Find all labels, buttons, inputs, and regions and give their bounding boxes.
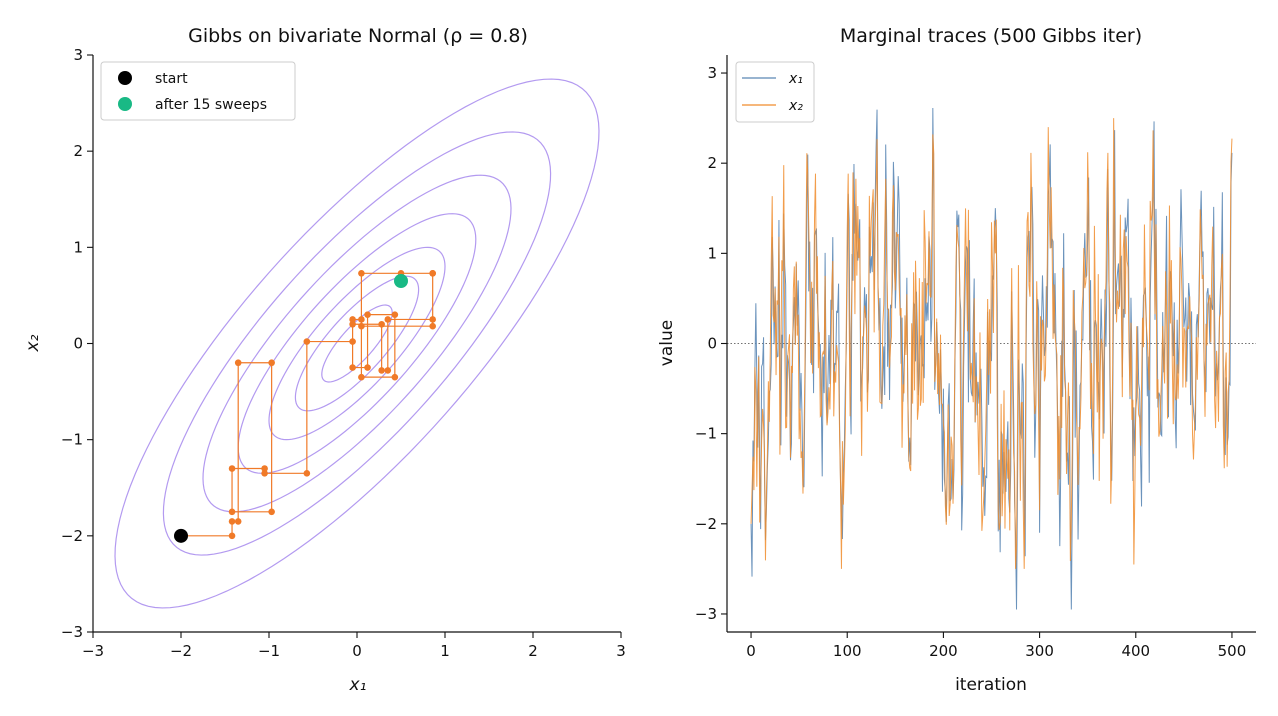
right-y-tick-label: −1	[695, 425, 717, 443]
trace-line-x1	[750, 107, 1233, 610]
left-y-tick-label: 1	[73, 238, 83, 256]
end-marker	[394, 273, 408, 288]
trace-lines	[727, 107, 1256, 610]
right-legend-box	[735, 61, 815, 123]
left-chart-title: Gibbs on bivariate Normal (ρ = 0.8)	[188, 25, 528, 47]
gibbs-sample-point	[378, 367, 385, 374]
left-y-tick-label: −1	[61, 431, 83, 449]
left-legend-box	[100, 61, 296, 121]
left-y-tick-label: −2	[61, 527, 83, 545]
right-x-tick-label: 400	[1121, 642, 1150, 660]
right-axes: 0 100 200 300 400 500 −3 −2 −1 0 1 2 3	[695, 55, 1256, 660]
right-x-tick-label: 200	[929, 642, 958, 660]
gibbs-sample-point	[228, 532, 236, 540]
gibbs-sample-point	[234, 359, 242, 367]
gibbs-sample-point	[349, 338, 356, 345]
right-y-axis-label: value	[657, 320, 677, 366]
left-x-tick-label: −1	[258, 642, 280, 660]
legend-x1-label: x₁	[788, 71, 803, 87]
right-x-tick-label: 0	[746, 642, 756, 660]
gibbs-sample-point	[429, 316, 436, 323]
gibbs-sample-point	[358, 316, 365, 323]
left-x-tick-label: 3	[616, 642, 626, 660]
gibbs-sample-point	[228, 508, 236, 516]
gibbs-sample-point	[261, 470, 268, 477]
gibbs-sample-point	[234, 518, 242, 525]
contour-level-4	[237, 213, 477, 474]
contour-level-7	[114, 78, 600, 609]
legend-end-label: after 15 sweeps	[155, 97, 267, 113]
gibbs-sample-point	[358, 373, 365, 381]
gibbs-sample-point	[358, 269, 365, 277]
left-x-tick-label: −2	[170, 642, 192, 660]
gibbs-sample-point	[228, 518, 236, 525]
contour-level-1	[321, 304, 393, 383]
marginal-traces-panel: Marginal traces (500 Gibbs iter) 0 100 200…	[657, 25, 1256, 695]
gibbs-contour-panel: Gibbs on bivariate Normal (ρ = 0.8) −3−3…	[23, 25, 626, 695]
gibbs-sample-point	[429, 322, 436, 330]
left-y-tick-label: 2	[73, 142, 83, 160]
gibbs-sample-point	[364, 364, 371, 371]
right-y-tick-label: 3	[707, 64, 717, 82]
right-y-tick-label: −3	[695, 605, 717, 623]
gibbs-sample-point	[384, 367, 392, 374]
gibbs-sample-point	[349, 316, 356, 323]
gibbs-sample-point	[429, 269, 436, 277]
right-chart-title: Marginal traces (500 Gibbs iter)	[840, 25, 1142, 47]
left-x-tick-label: 1	[440, 642, 450, 660]
gibbs-sample-point	[391, 373, 399, 381]
right-x-tick-label: 100	[833, 642, 862, 660]
start-marker	[174, 528, 188, 543]
left-y-tick-label: −3	[61, 623, 83, 641]
contour-level-3	[268, 246, 446, 441]
left-x-tick-label: 0	[352, 642, 362, 660]
gibbs-sample-point	[268, 359, 275, 367]
gibbs-sample-point	[228, 465, 236, 472]
contour-level-2	[294, 275, 420, 412]
right-y-tick-label: −2	[695, 515, 717, 533]
left-x-tick-label: −3	[82, 642, 104, 660]
legend-start-marker	[118, 71, 132, 85]
contour-level-5	[202, 174, 512, 513]
gibbs-sample-point	[303, 338, 311, 345]
gibbs-sample-point	[349, 320, 356, 328]
left-x-axis-label: x₁	[349, 675, 367, 695]
legend-end-marker	[118, 97, 132, 111]
gibbs-sample-point	[384, 316, 392, 323]
path-endpoints	[174, 273, 408, 543]
right-x-tick-label: 300	[1025, 642, 1054, 660]
right-y-tick-label: 0	[707, 335, 717, 353]
left-y-tick-label: 3	[73, 46, 83, 64]
left-x-tick-label: 2	[528, 642, 538, 660]
gibbs-sample-point	[268, 508, 275, 516]
contour-level-6	[162, 131, 552, 556]
legend-x2-label: x₂	[788, 98, 803, 114]
left-y-tick-label: 0	[73, 335, 83, 353]
gibbs-sample-point	[358, 322, 365, 330]
left-legend: start after 15 sweeps	[100, 61, 296, 121]
gibbs-sample-point	[349, 364, 356, 371]
right-legend: x₁ x₂	[735, 61, 815, 123]
legend-start-label: start	[155, 71, 188, 87]
right-y-tick-label: 2	[707, 154, 717, 172]
gibbs-sample-point	[364, 311, 371, 318]
density-contours	[114, 78, 600, 609]
right-y-tick-label: 1	[707, 244, 717, 262]
left-axes: −3−3 −2 −2 −1 −1 0 0 1 1 2 2 3 3	[61, 46, 626, 660]
trace-line-x2	[750, 118, 1233, 569]
left-y-axis-label: x₂	[23, 334, 43, 352]
gibbs-sample-point	[261, 465, 268, 472]
right-x-tick-label: 500	[1218, 642, 1247, 660]
gibbs-sample-point	[378, 320, 385, 328]
gibbs-sample-point	[391, 311, 399, 318]
gibbs-sample-point	[303, 470, 311, 477]
right-x-axis-label: iteration	[955, 675, 1027, 695]
